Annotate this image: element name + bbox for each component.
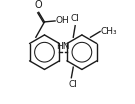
Text: O: O xyxy=(34,0,42,10)
Text: Cl: Cl xyxy=(71,14,80,23)
Text: OH: OH xyxy=(55,16,69,25)
Text: HN: HN xyxy=(56,42,70,51)
Text: CH₃: CH₃ xyxy=(101,27,117,36)
Text: Cl: Cl xyxy=(68,80,77,89)
